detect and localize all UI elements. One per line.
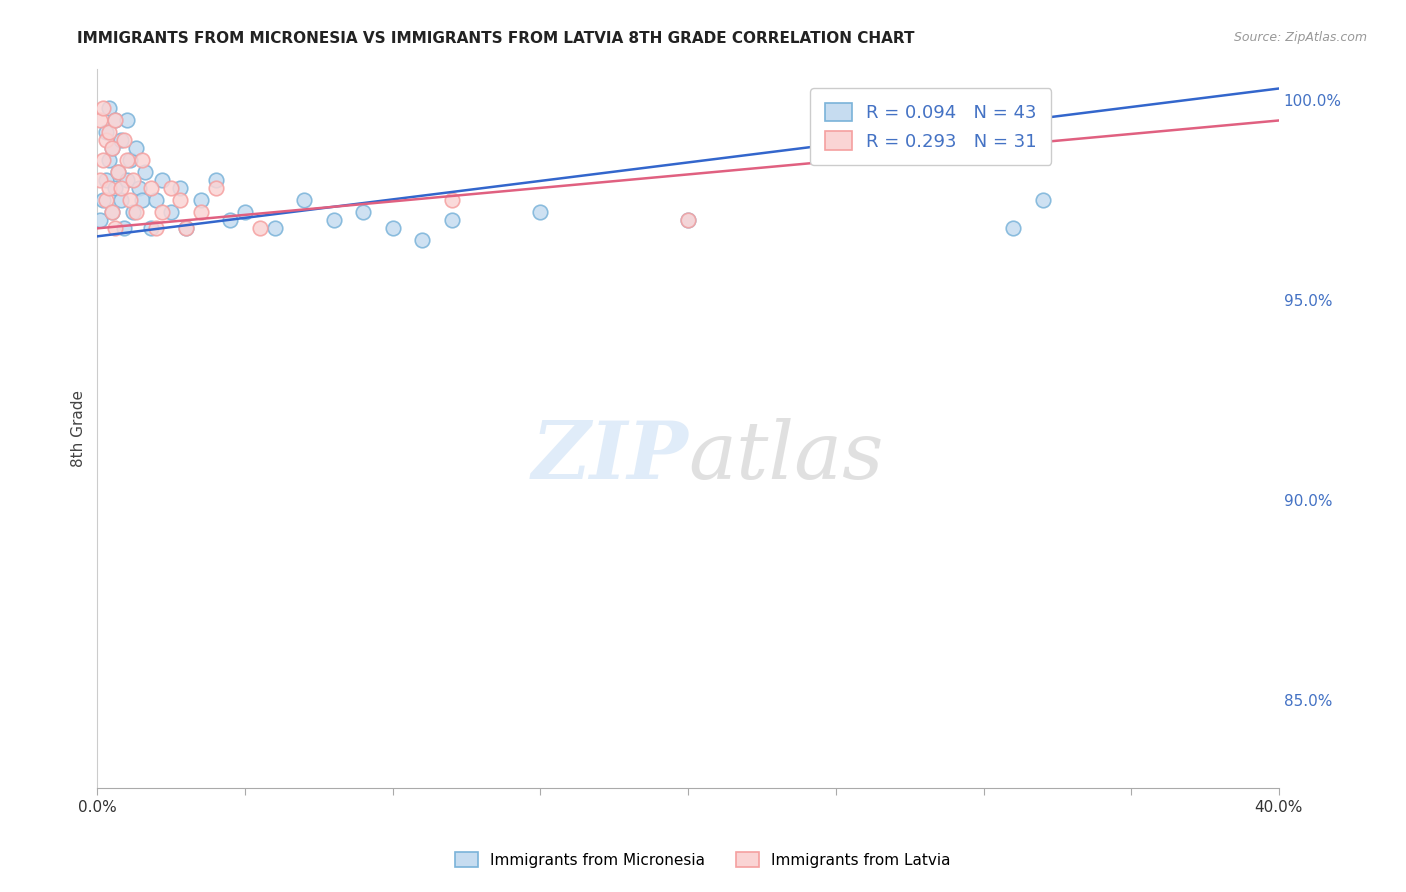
- Point: [107, 165, 129, 179]
- Point: [89, 173, 111, 187]
- Point: [1002, 221, 1025, 235]
- Point: [115, 153, 138, 168]
- Point: [115, 113, 138, 128]
- Point: [139, 221, 162, 235]
- Point: [150, 205, 173, 219]
- Text: IMMIGRANTS FROM MICRONESIA VS IMMIGRANTS FROM LATVIA 8TH GRADE CORRELATION CHART: IMMIGRANTS FROM MICRONESIA VS IMMIGRANTS…: [77, 31, 915, 46]
- Point: [98, 181, 121, 195]
- Point: [145, 194, 167, 208]
- Point: [204, 181, 226, 195]
- Point: [91, 153, 114, 168]
- Point: [112, 133, 135, 147]
- Point: [322, 213, 344, 227]
- Legend: Immigrants from Micronesia, Immigrants from Latvia: Immigrants from Micronesia, Immigrants f…: [450, 846, 956, 873]
- Point: [110, 181, 132, 195]
- Point: [125, 141, 148, 155]
- Point: [98, 153, 121, 168]
- Point: [101, 141, 124, 155]
- Point: [121, 205, 143, 219]
- Point: [440, 213, 463, 227]
- Point: [104, 113, 127, 128]
- Point: [150, 173, 173, 187]
- Point: [249, 221, 271, 235]
- Point: [381, 221, 404, 235]
- Point: [104, 181, 127, 195]
- Point: [101, 205, 124, 219]
- Point: [411, 233, 433, 247]
- Point: [118, 153, 141, 168]
- Point: [292, 194, 315, 208]
- Point: [676, 213, 699, 227]
- Point: [440, 194, 463, 208]
- Point: [169, 181, 191, 195]
- Point: [233, 205, 256, 219]
- Legend: R = 0.094   N = 43, R = 0.293   N = 31: R = 0.094 N = 43, R = 0.293 N = 31: [810, 88, 1052, 165]
- Point: [121, 173, 143, 187]
- Point: [263, 221, 285, 235]
- Point: [174, 221, 197, 235]
- Point: [125, 205, 148, 219]
- Point: [112, 221, 135, 235]
- Point: [104, 113, 127, 128]
- Text: atlas: atlas: [688, 418, 883, 496]
- Point: [139, 181, 162, 195]
- Point: [96, 173, 118, 187]
- Point: [89, 213, 111, 227]
- Point: [131, 194, 153, 208]
- Point: [96, 133, 118, 147]
- Point: [219, 213, 242, 227]
- Point: [101, 205, 124, 219]
- Point: [1032, 194, 1054, 208]
- Point: [115, 173, 138, 187]
- Point: [190, 205, 212, 219]
- Point: [128, 181, 150, 195]
- Point: [91, 194, 114, 208]
- Point: [676, 213, 699, 227]
- Point: [174, 221, 197, 235]
- Point: [190, 194, 212, 208]
- Point: [160, 205, 183, 219]
- Point: [204, 173, 226, 187]
- Point: [529, 205, 551, 219]
- Point: [98, 102, 121, 116]
- Point: [96, 125, 118, 139]
- Text: Source: ZipAtlas.com: Source: ZipAtlas.com: [1233, 31, 1367, 45]
- Text: ZIP: ZIP: [531, 418, 688, 496]
- Y-axis label: 8th Grade: 8th Grade: [72, 390, 86, 467]
- Point: [110, 133, 132, 147]
- Point: [98, 125, 121, 139]
- Point: [107, 165, 129, 179]
- Point: [131, 153, 153, 168]
- Point: [96, 194, 118, 208]
- Point: [134, 165, 156, 179]
- Point: [91, 102, 114, 116]
- Point: [169, 194, 191, 208]
- Point: [118, 194, 141, 208]
- Point: [352, 205, 374, 219]
- Point: [89, 113, 111, 128]
- Point: [160, 181, 183, 195]
- Point: [104, 221, 127, 235]
- Point: [145, 221, 167, 235]
- Point: [101, 141, 124, 155]
- Point: [110, 194, 132, 208]
